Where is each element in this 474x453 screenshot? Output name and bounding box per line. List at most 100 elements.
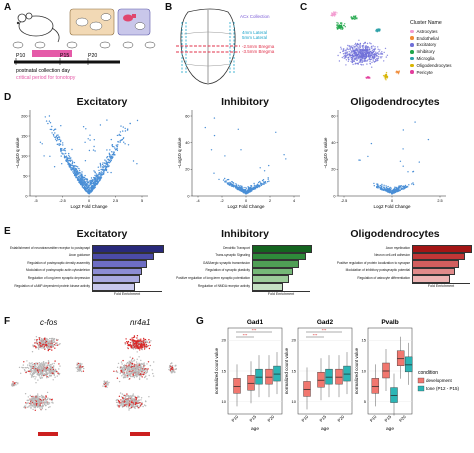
tsne-point (142, 405, 144, 408)
tsne-point (126, 341, 128, 343)
tsne-point (129, 395, 131, 397)
umap-point (350, 45, 352, 47)
tsne-point (175, 368, 177, 370)
x-tick-label: 2.5 (113, 199, 118, 203)
umap-point (340, 22, 342, 25)
tsne-point (117, 402, 119, 404)
tsne-point (36, 406, 39, 408)
x-tick-label: P20 (336, 414, 345, 423)
tsne-point (133, 367, 135, 369)
tsne-point (141, 369, 143, 372)
tsne-point (41, 345, 43, 347)
umap-point (360, 50, 362, 52)
umap-point (359, 46, 361, 49)
tsne-point (41, 339, 44, 341)
go-x-axis-title: Fold Enrichment (113, 291, 141, 296)
tsne-point (135, 347, 137, 349)
volcano-point (229, 182, 232, 184)
tsne-point (125, 376, 127, 379)
umap-point (347, 60, 349, 62)
umap-point (352, 60, 355, 62)
tsne-point (137, 401, 139, 403)
tsne-point (27, 364, 29, 366)
tsne-point (40, 339, 42, 341)
umap-point (370, 55, 372, 57)
tsne-point (127, 394, 129, 397)
tsne-point (47, 362, 49, 364)
volcano-point (414, 121, 416, 123)
tsne-point (38, 338, 41, 340)
tsne-point (32, 344, 34, 346)
umap-point (353, 55, 355, 58)
umap-point (374, 56, 376, 58)
volcano-point (97, 175, 99, 178)
tsne-point (171, 362, 173, 364)
volcano-point (95, 183, 97, 185)
tsne-point (125, 400, 127, 402)
umap-point (397, 73, 400, 75)
tsne-point (27, 401, 29, 404)
umap-point (365, 53, 368, 55)
experiment-timeline-figure: P10 P15 P20 postnatal collection day cri… (12, 8, 156, 81)
umap-point (371, 51, 373, 54)
tsne-point (17, 383, 19, 385)
tsne-point (29, 368, 32, 371)
tsne-point (127, 406, 129, 408)
volcano-point (83, 176, 86, 179)
volcano-point (89, 134, 91, 136)
tsne-point (45, 343, 48, 346)
volcano-point (242, 190, 244, 193)
x-tick-label: -5 (34, 199, 37, 203)
tsne-point (136, 404, 139, 407)
volcano-point (382, 189, 384, 191)
timepoint-mouse-icons (12, 41, 156, 49)
volcano-point (395, 191, 397, 193)
tsne-point (51, 363, 54, 365)
go-enrichment-bar (92, 260, 147, 268)
volcano-point (55, 140, 58, 142)
volcano-point (254, 187, 257, 189)
tsne-point (40, 343, 43, 345)
umap-point (365, 45, 368, 47)
volcano-point (99, 166, 102, 168)
tsne-point (128, 399, 130, 401)
umap-point (359, 45, 361, 47)
umap-point (367, 48, 369, 50)
umap-point (348, 53, 351, 55)
tsne-point (140, 399, 142, 401)
umap-point (364, 42, 366, 44)
tsne-point (57, 372, 59, 375)
tsne-point (44, 367, 46, 369)
volcano-point (98, 169, 100, 172)
tsne-point (127, 372, 129, 374)
tsne-point (122, 397, 124, 400)
tsne-point (40, 362, 43, 364)
volcano-point (91, 190, 93, 192)
volcano-point (80, 176, 83, 178)
volcano-point (376, 186, 378, 189)
volcano-point (85, 128, 87, 130)
x-tick-label: 0 (88, 199, 90, 203)
volcano-point (68, 156, 71, 158)
tsne-point (122, 359, 124, 362)
volcano-point (88, 149, 91, 152)
volcano-point (227, 178, 230, 181)
volcano-point (90, 183, 92, 185)
tsne-point (31, 397, 34, 400)
volcano-point (100, 164, 102, 167)
go-enrichment-bar (92, 275, 140, 283)
umap-point (359, 42, 361, 45)
volcano-point (122, 130, 124, 132)
tsne-point (47, 344, 50, 346)
go-enrichment-bar (252, 283, 283, 291)
tsne-point (146, 346, 148, 348)
tsne-point (51, 341, 53, 343)
tsne-point (119, 372, 122, 375)
volcano-point (77, 178, 79, 180)
volcano-point (253, 187, 256, 189)
tsne-point (137, 343, 139, 345)
tsne-point (122, 374, 124, 376)
tsne-point (171, 372, 173, 374)
tsne-point (151, 369, 153, 371)
tsne-feature-plots (11, 335, 177, 436)
